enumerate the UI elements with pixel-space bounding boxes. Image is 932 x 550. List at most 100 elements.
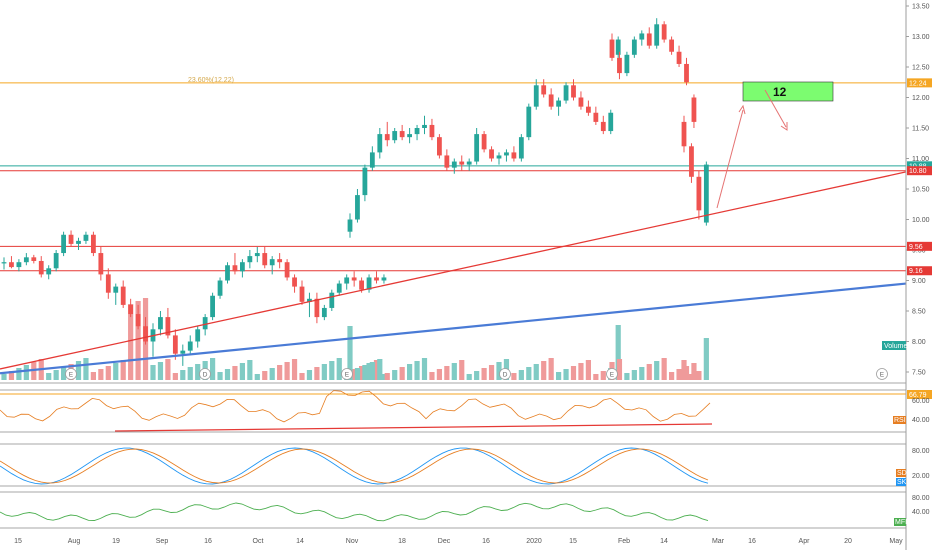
candle-body xyxy=(23,257,29,263)
candle-body xyxy=(299,286,305,302)
mfi-line xyxy=(0,502,709,522)
candle-body xyxy=(684,63,689,83)
time-tick-label: Nov xyxy=(346,538,359,545)
candle-body xyxy=(639,33,645,40)
level-tag-10.80 xyxy=(907,166,932,176)
volume-bar xyxy=(399,367,405,380)
time-tick-label: Dec xyxy=(438,538,451,545)
price-tick-label: 12.50 xyxy=(912,65,930,72)
candle-body xyxy=(120,286,126,305)
candle-body xyxy=(210,295,215,318)
price-tick-label: 13.50 xyxy=(912,4,930,11)
stoch-k-tag xyxy=(896,478,906,486)
rsi-line xyxy=(0,390,711,423)
mfi-tick-label: 40.00 xyxy=(912,509,930,516)
volume-bar xyxy=(661,358,667,380)
volume-bar xyxy=(444,366,450,380)
target-box xyxy=(742,81,834,102)
candle-body xyxy=(631,39,637,55)
rsi-value-label: 66.79 xyxy=(909,392,927,399)
candle-body xyxy=(269,259,275,266)
candle-body xyxy=(691,97,697,122)
price-tick-label: 10.00 xyxy=(912,217,930,224)
volume-bar xyxy=(75,361,82,380)
volume-bar xyxy=(135,301,141,380)
candle-body xyxy=(195,329,201,342)
volume-bar xyxy=(496,362,502,380)
candle-body xyxy=(232,265,238,272)
volume-bar xyxy=(8,371,15,380)
volume-bar xyxy=(314,367,320,380)
candle-body xyxy=(392,131,398,141)
volume-bar xyxy=(451,363,457,380)
volume-bar xyxy=(53,370,59,380)
mfi-tag-label: MFI xyxy=(895,519,907,526)
candle-body xyxy=(654,24,660,46)
mfi-tag xyxy=(894,518,906,526)
candle-body xyxy=(617,57,622,74)
candle-body xyxy=(689,146,694,177)
event-marker-label: E xyxy=(610,372,615,379)
candle-body xyxy=(262,253,268,266)
candle-body xyxy=(68,234,74,244)
volume-bar xyxy=(373,360,380,380)
stoch-d-tag-label: SD xyxy=(897,470,907,477)
volume-bar xyxy=(548,358,554,380)
candle-body xyxy=(254,253,260,257)
candle-body xyxy=(437,137,442,156)
candle-body xyxy=(321,307,327,318)
time-tick-label: 18 xyxy=(398,538,406,545)
price-axis: 13.50 13.00 12.50 12.00 11.50 11.00 10.50 10.00… xyxy=(882,0,932,550)
candle-body xyxy=(314,298,320,318)
stoch-k-line xyxy=(0,447,709,485)
candle-body xyxy=(422,124,427,128)
candle-body xyxy=(496,155,502,159)
time-tick-label: 16 xyxy=(748,538,756,545)
candle-body xyxy=(351,277,357,281)
volume-bar xyxy=(180,370,186,380)
volume-bar xyxy=(105,366,111,380)
candle-body xyxy=(225,265,230,281)
arrow-up xyxy=(716,109,744,209)
candle-body xyxy=(1,262,7,264)
candle-body xyxy=(158,317,163,330)
volume-bar xyxy=(165,359,171,380)
candle-body xyxy=(381,277,387,281)
level-tag-label: 10.80 xyxy=(909,168,927,175)
volume-bar xyxy=(669,372,675,380)
time-axis: 15 Aug 19 Sep 16 Oct 14 Nov 18 Dec 16 2020 15 Feb 14 Ma… xyxy=(14,538,903,545)
price-tick-label: 7.50 xyxy=(912,370,926,377)
candle-body xyxy=(180,350,186,354)
volume-bar xyxy=(23,365,29,380)
candlesticks xyxy=(1,18,709,366)
candle-body xyxy=(240,262,245,272)
candle-body xyxy=(681,121,687,147)
volume-bar xyxy=(429,372,435,380)
candle-body xyxy=(556,100,561,107)
candle-body xyxy=(586,106,591,113)
candle-body xyxy=(541,85,547,95)
event-marker-label: E xyxy=(69,372,74,379)
price-tick-label: 9.50 xyxy=(912,248,926,255)
candle-body xyxy=(277,259,283,263)
candle-body xyxy=(676,51,682,64)
candle-body xyxy=(451,161,457,168)
volume-bar xyxy=(362,365,368,380)
volume-bar xyxy=(369,362,375,380)
candle-body xyxy=(615,39,621,55)
candle-body xyxy=(217,280,223,296)
volume-bar xyxy=(277,365,283,380)
candle-body xyxy=(533,85,539,107)
price-tick-label: 11.00 xyxy=(912,156,929,163)
volume-bar xyxy=(414,361,420,380)
candle-body xyxy=(609,39,615,58)
volume-bar xyxy=(703,338,709,380)
candle-body xyxy=(578,97,584,107)
candle-body xyxy=(53,253,59,269)
volume-bar xyxy=(291,359,298,380)
candle-body xyxy=(377,134,383,153)
candle-body xyxy=(399,131,405,138)
volume-bar xyxy=(593,374,599,380)
arrow-down-head xyxy=(780,122,788,131)
volume-bar xyxy=(533,364,539,380)
